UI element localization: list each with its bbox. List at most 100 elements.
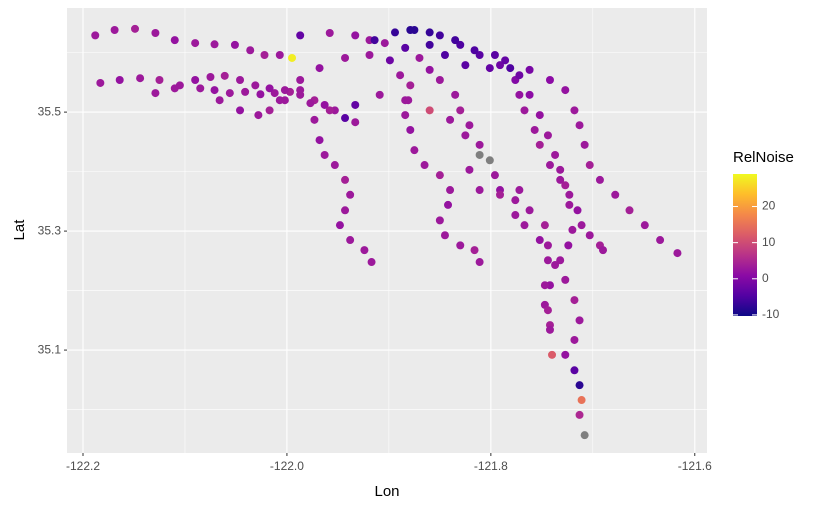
colorbar-tick-label: 20 (762, 199, 776, 213)
point (475, 50, 484, 59)
point (561, 181, 570, 190)
point (341, 53, 350, 62)
point (585, 231, 594, 240)
point (410, 146, 419, 155)
point (351, 31, 360, 40)
point (370, 36, 379, 45)
colorbar-tick-label: -10 (762, 307, 780, 321)
point (401, 43, 410, 52)
point (575, 316, 584, 325)
point (475, 258, 484, 267)
point (191, 75, 200, 84)
point (196, 84, 205, 93)
point (310, 115, 319, 124)
point (151, 28, 160, 37)
point (215, 96, 224, 105)
point (320, 100, 329, 109)
point (110, 26, 119, 35)
point (556, 165, 565, 174)
point (315, 136, 324, 145)
point (515, 90, 524, 99)
point (435, 171, 444, 180)
point (475, 186, 484, 195)
point (385, 56, 394, 65)
point (341, 114, 350, 123)
point (570, 366, 579, 375)
point (551, 150, 560, 159)
point (520, 221, 529, 230)
point (206, 73, 215, 82)
x-tick-label: -121.8 (474, 459, 508, 473)
point (575, 121, 584, 130)
point (131, 24, 140, 33)
point (260, 50, 269, 59)
point (351, 100, 360, 109)
point (506, 64, 515, 73)
point (611, 190, 620, 199)
point (136, 74, 145, 83)
point (115, 75, 124, 84)
point (570, 296, 579, 305)
point (256, 90, 265, 99)
point (568, 225, 577, 234)
point (425, 65, 434, 74)
point (545, 161, 554, 170)
point (475, 150, 484, 159)
point (406, 81, 415, 90)
point (325, 28, 334, 37)
point (577, 396, 586, 405)
point (456, 40, 465, 49)
point (346, 236, 355, 245)
point (640, 221, 649, 230)
point (296, 90, 305, 99)
point (515, 186, 524, 195)
point (265, 106, 274, 115)
point (170, 36, 179, 45)
point (435, 75, 444, 84)
point (575, 410, 584, 419)
point (625, 206, 634, 215)
point (535, 111, 544, 120)
point (325, 106, 334, 115)
point (236, 106, 245, 115)
point (391, 28, 400, 37)
y-tick-label: 35.3 (38, 223, 62, 237)
point (170, 84, 179, 93)
point (485, 64, 494, 73)
point (451, 90, 460, 99)
point (425, 28, 434, 37)
point (246, 46, 255, 55)
point (556, 175, 565, 184)
point (525, 90, 534, 99)
point (551, 261, 560, 270)
point (515, 71, 524, 80)
point (511, 196, 520, 205)
point (425, 106, 434, 115)
point (365, 50, 374, 59)
point (435, 216, 444, 225)
point (573, 206, 582, 215)
point (330, 161, 339, 170)
point (375, 90, 384, 99)
point (490, 171, 499, 180)
point (96, 78, 105, 87)
point (556, 256, 565, 265)
point (446, 186, 455, 195)
point (548, 350, 557, 359)
point (496, 61, 505, 70)
point (401, 96, 410, 105)
point (543, 256, 552, 265)
x-tick-label: -121.6 (678, 459, 712, 473)
point (241, 87, 250, 96)
point (470, 246, 479, 255)
point (561, 86, 570, 95)
point (420, 161, 429, 170)
point (565, 190, 574, 199)
point (511, 211, 520, 220)
point (360, 246, 369, 255)
point (288, 53, 297, 62)
point (595, 175, 604, 184)
point (446, 115, 455, 124)
point (656, 236, 665, 245)
point (525, 206, 534, 215)
